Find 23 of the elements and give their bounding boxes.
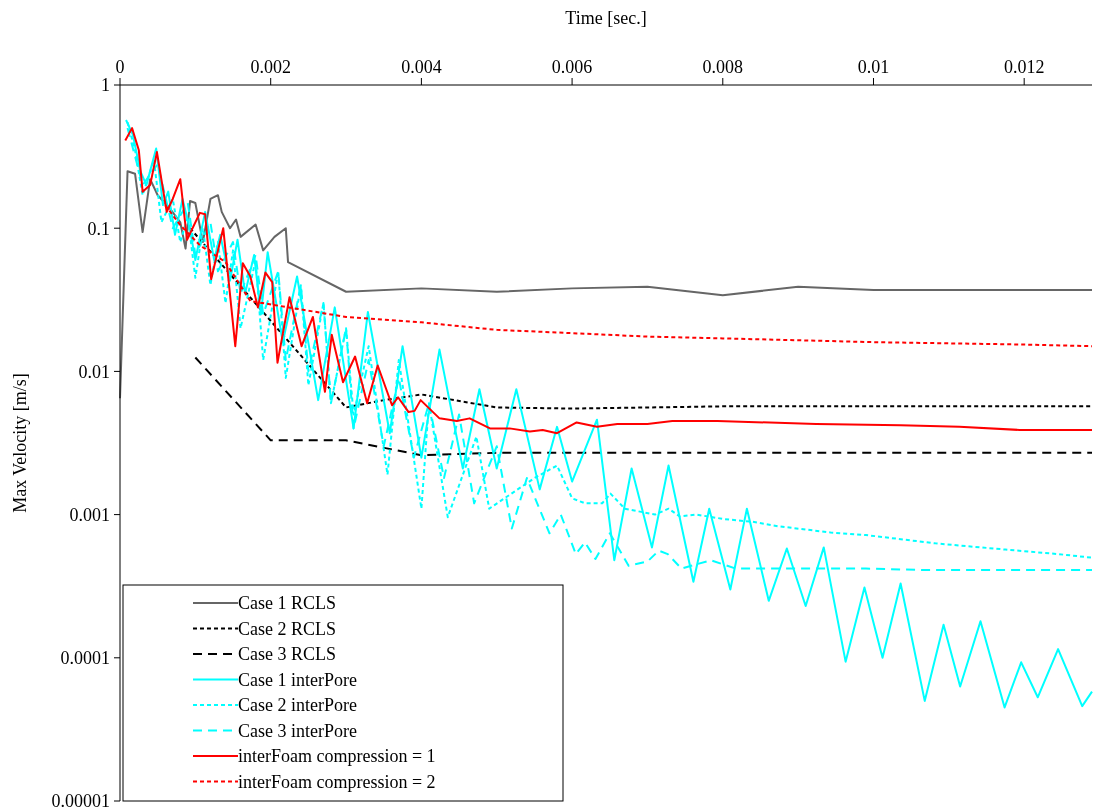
- legend-label: Case 2 RCLS: [238, 618, 337, 639]
- x-axis-title: Time [sec.]: [565, 8, 647, 28]
- y-axis-title: Max Velocity [m/s]: [10, 373, 30, 513]
- legend-label: Case 2 interPore: [238, 695, 357, 716]
- legend-label: Case 3 RCLS: [238, 644, 337, 665]
- y-tick-label: 0.0001: [60, 648, 110, 669]
- x-tick-label: 0.01: [857, 57, 890, 77]
- y-tick-label: 0.01: [78, 361, 110, 382]
- y-tick-label: 0.00001: [51, 791, 110, 812]
- y-tick-label: 0.001: [69, 504, 110, 525]
- x-tick-label: 0.008: [702, 57, 744, 77]
- legend-label: Case 1 interPore: [238, 669, 357, 690]
- legend-label: Case 3 interPore: [238, 720, 357, 741]
- x-tick-label: 0.012: [1003, 57, 1045, 77]
- y-tick-label: 0.1: [87, 218, 110, 239]
- x-tick-label: 0.004: [401, 57, 442, 77]
- x-tick-label: 0: [115, 57, 125, 77]
- x-tick-label: 0.006: [551, 57, 593, 77]
- legend-label: interFoam compression = 2: [238, 771, 436, 792]
- x-tick-label: 0.002: [250, 57, 291, 77]
- y-tick-label: 1: [101, 75, 110, 96]
- legend-label: Case 1 RCLS: [238, 593, 337, 614]
- legend-label: interFoam compression = 1: [238, 746, 436, 767]
